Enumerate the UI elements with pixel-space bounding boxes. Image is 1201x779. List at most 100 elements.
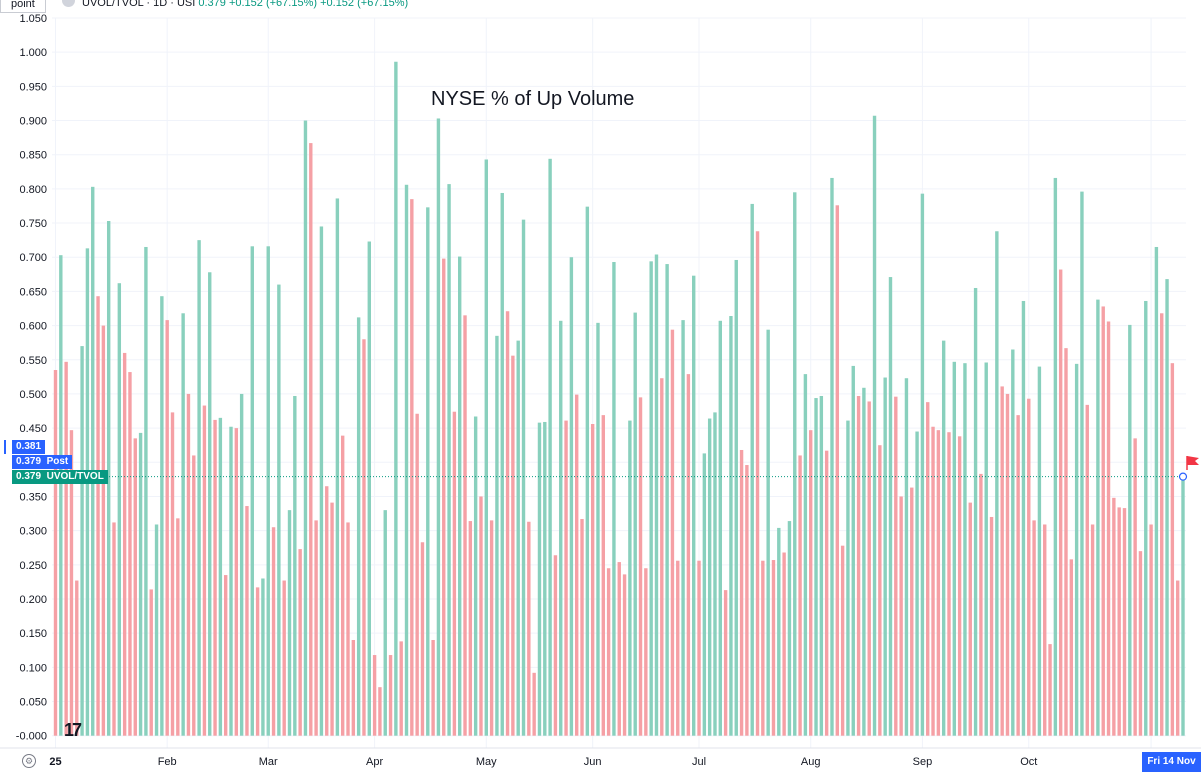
flag-icon[interactable] [1186, 456, 1200, 470]
price-tag-last: 0.379 UVOL/TVOL [12, 470, 108, 484]
bar [989, 516, 994, 736]
bar [622, 574, 627, 736]
bar [239, 393, 244, 736]
bar [117, 283, 122, 736]
bar [702, 453, 707, 736]
symbol-legend[interactable]: UVOL/TVOL · 1D · USI 0.379 +0.152 (+67.1… [82, 0, 408, 9]
bar [851, 365, 855, 736]
bar [436, 118, 441, 736]
bar [1021, 300, 1026, 736]
bar [255, 587, 260, 736]
bar [367, 241, 371, 736]
bar [1106, 321, 1111, 736]
bar [1043, 524, 1047, 736]
bar [202, 405, 207, 736]
bar [511, 355, 515, 736]
y-tick-label: 0.050 [19, 697, 47, 709]
tradingview-logo-icon[interactable]: 17 [64, 720, 82, 740]
bar [872, 115, 877, 736]
bar [899, 496, 903, 736]
bar [575, 394, 579, 736]
bar [261, 578, 265, 736]
bar [442, 258, 446, 736]
bar [271, 527, 276, 736]
bar [325, 486, 329, 736]
y-tick-label: 0.200 [19, 594, 47, 606]
bar [1090, 524, 1095, 736]
bar [745, 465, 749, 736]
bar [1122, 508, 1127, 736]
bar [1032, 520, 1036, 736]
bar [617, 562, 621, 736]
bar [1000, 386, 1004, 736]
bar [213, 419, 217, 736]
y-tick-label: 0.850 [19, 150, 47, 162]
bar [452, 411, 457, 736]
bar [208, 272, 212, 736]
bar [569, 257, 574, 736]
bar [303, 120, 308, 736]
y-tick-label: 0.600 [19, 321, 47, 333]
bar [553, 555, 558, 736]
bar [915, 431, 919, 736]
bar [601, 415, 605, 736]
bar [420, 542, 425, 736]
bar [750, 203, 754, 736]
bar [426, 207, 430, 736]
bar [399, 641, 403, 736]
bar [378, 687, 382, 736]
bar [755, 231, 760, 736]
bar [777, 527, 781, 736]
settings-icon[interactable]: ⚙ [22, 754, 36, 768]
bar [149, 589, 153, 736]
x-tick-label: Aug [801, 756, 821, 768]
y-tick-label: 0.100 [19, 662, 47, 674]
bar [500, 192, 504, 736]
bar [707, 418, 712, 736]
x-tick-label: Jun [584, 756, 602, 768]
bar [1165, 279, 1169, 736]
bar [404, 184, 409, 736]
bar [548, 158, 552, 736]
bar [1016, 415, 1020, 736]
y-tick-label: 0.650 [19, 286, 47, 298]
bar [995, 231, 999, 736]
bar [160, 296, 164, 736]
bar [596, 322, 600, 736]
bar [186, 393, 191, 736]
bar [1160, 313, 1164, 736]
bar [468, 521, 473, 736]
bar [298, 549, 302, 736]
y-tick-label: 0.350 [19, 491, 47, 503]
bar [830, 177, 834, 736]
bar [489, 520, 494, 736]
bar [1037, 366, 1042, 736]
bar [383, 510, 387, 736]
bar [457, 256, 462, 736]
bar [314, 520, 318, 736]
bar [973, 287, 978, 736]
y-tick-label: 0.550 [19, 355, 47, 367]
bar [787, 521, 792, 736]
bar [229, 426, 233, 736]
bar [670, 329, 675, 736]
bar [170, 412, 175, 736]
bar [293, 395, 297, 736]
x-tick-label: May [476, 756, 497, 768]
bar [654, 254, 659, 736]
y-tick-label: 0.450 [19, 423, 47, 435]
bar [101, 325, 106, 736]
bar [335, 198, 340, 736]
bar [128, 372, 132, 736]
bar [516, 340, 520, 736]
bar [96, 296, 100, 736]
bar [676, 560, 680, 736]
symbol-logo-icon [62, 0, 75, 7]
x-tick-label: Feb [158, 756, 177, 768]
y-tick-label: 1.050 [19, 13, 47, 25]
unit-selector[interactable]: point [0, 0, 46, 13]
y-tick-label: 0.950 [19, 81, 47, 93]
bar [809, 430, 813, 736]
bar [1112, 497, 1116, 736]
